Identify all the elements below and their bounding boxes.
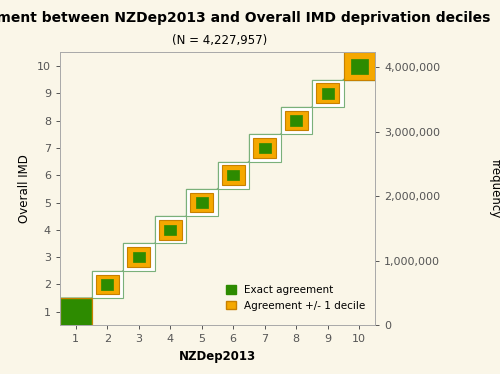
Bar — [254, 138, 276, 158]
Bar — [92, 271, 123, 298]
Bar — [316, 83, 339, 103]
Bar — [133, 252, 144, 262]
Bar — [249, 134, 280, 162]
Bar — [290, 116, 302, 126]
Bar — [128, 247, 150, 267]
Bar — [350, 58, 368, 74]
Bar — [164, 225, 176, 235]
Bar — [60, 298, 92, 325]
Bar — [222, 165, 244, 185]
Bar — [344, 52, 375, 80]
Bar — [154, 216, 186, 243]
Bar — [61, 299, 90, 325]
Bar — [123, 243, 154, 271]
Text: (N = 4,227,957): (N = 4,227,957) — [172, 34, 268, 47]
X-axis label: NZDep2013: NZDep2013 — [179, 350, 256, 363]
Bar — [218, 162, 249, 189]
Bar — [285, 111, 308, 131]
Bar — [228, 170, 239, 180]
Bar — [96, 275, 118, 294]
Bar — [159, 220, 182, 240]
Bar — [60, 298, 92, 325]
Bar — [312, 80, 344, 107]
Text: Agreement between NZDep2013 and Overall IMD deprivation deciles: Agreement between NZDep2013 and Overall … — [0, 11, 490, 25]
Bar — [259, 143, 270, 153]
Bar — [280, 107, 312, 134]
Bar — [196, 197, 207, 208]
Bar — [190, 193, 213, 212]
Y-axis label: Overall IMD: Overall IMD — [18, 154, 32, 223]
Bar — [344, 52, 375, 80]
Bar — [322, 88, 334, 98]
Bar — [186, 189, 218, 216]
Legend: Exact agreement, Agreement +/- 1 decile: Exact agreement, Agreement +/- 1 decile — [222, 281, 370, 315]
Bar — [102, 279, 113, 289]
Y-axis label: Cumulative
frequency: Cumulative frequency — [488, 155, 500, 223]
